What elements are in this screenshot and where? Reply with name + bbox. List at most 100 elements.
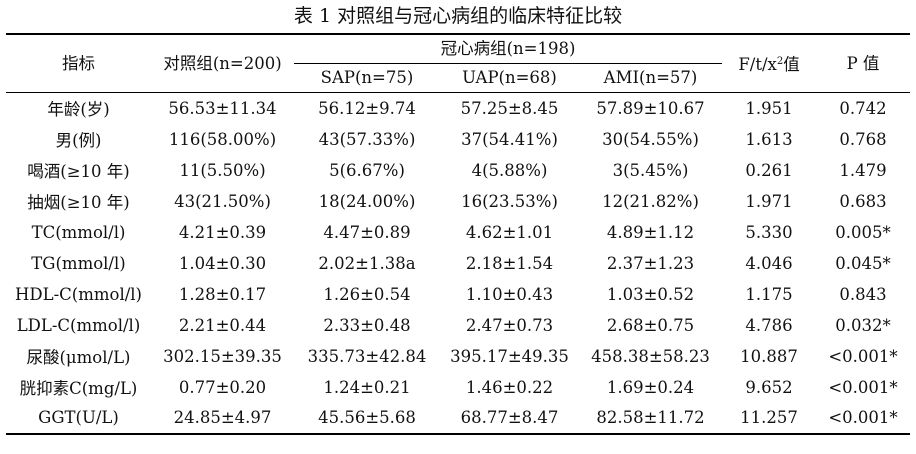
cell-control: 11(5.50%)	[179, 160, 266, 180]
cell-uap: 4(5.88%)	[471, 160, 548, 180]
cell-p: 0.032*	[835, 315, 891, 335]
cell-p: <0.001*	[828, 377, 898, 397]
cell-sap: 45.56±5.68	[294, 402, 440, 435]
row-label: LDL-C(mmol/l)	[16, 315, 141, 335]
cell-control: 2.21±0.44	[178, 315, 267, 335]
cell-control: 1.28±0.17	[178, 284, 267, 304]
cell-stat: 1.613	[745, 129, 793, 149]
cell-stat: 9.652	[745, 377, 793, 397]
cell-sap: 2.33±0.48	[323, 315, 411, 335]
header-sap: SAP(n=75)	[294, 63, 440, 93]
cell-stat: 1.175	[745, 284, 793, 304]
cell-ami: 57.89±10.67	[596, 98, 705, 118]
cell-sap: 18(24.00%)	[318, 191, 416, 211]
cell-ami: 1.69±0.24	[606, 377, 695, 397]
table-row: 胱抑素C(mg/L) 0.77±0.20 1.24±0.21 1.46±0.22 1.6…	[6, 372, 910, 403]
row-label: GGT(U/L)	[6, 402, 151, 435]
table-row: GGT(U/L) 24.85±4.97 45.56±5.68 68.77±8.47 82…	[6, 402, 911, 435]
table-row: 抽烟(≥10 年) 43(21.50%) 18(24.00%) 16(23.53%) 1…	[6, 186, 910, 217]
row-label: 男(例)	[55, 131, 102, 150]
cell-sap: 4.47±0.89	[323, 222, 411, 242]
cell-ami: 1.03±0.52	[606, 284, 695, 304]
header-statistic-superscript: 2	[776, 56, 784, 67]
cell-sap: 335.73±42.84	[307, 346, 427, 366]
cell-control: 24.85±4.97	[151, 402, 294, 435]
header-indicator: 指标	[6, 34, 151, 93]
cell-p: 0.683	[839, 191, 887, 211]
cell-control: 116(58.00%)	[168, 129, 277, 149]
cell-control: 43(21.50%)	[174, 191, 271, 211]
cell-ami: 3(5.45%)	[612, 160, 689, 180]
cell-stat: 0.261	[745, 160, 793, 180]
cell-control: 56.53±11.34	[168, 98, 277, 118]
cell-ami: 12(21.82%)	[602, 191, 699, 211]
row-label: 抽烟(≥10 年)	[27, 193, 130, 212]
cell-sap: 43(57.33%)	[318, 129, 416, 149]
table-row: 尿酸(μmol/L) 302.15±39.35 335.73±42.84 395.17…	[6, 341, 910, 372]
header-chd-group: 冠心病组(n=198)	[294, 34, 723, 64]
header-statistic-suffix: 值	[783, 55, 800, 74]
cell-uap: 4.62±1.01	[465, 222, 554, 242]
header-control-group: 对照组(n=200)	[151, 34, 294, 93]
row-label: 尿酸(μmol/L)	[26, 348, 131, 367]
table-body: 年龄(岁) 56.53±11.34 56.12±9.74 57.25±8.45 57.8…	[6, 93, 911, 435]
cell-p: 0.768	[839, 129, 887, 149]
table-row: 喝酒(≥10 年) 11(5.50%) 5(6.67%) 4(5.88%) 3(5.45…	[6, 155, 910, 186]
row-label: HDL-C(mmol/l)	[15, 284, 142, 304]
cell-stat: 10.887	[740, 346, 798, 366]
cell-control: 4.21±0.39	[178, 222, 267, 242]
cell-ami: 2.37±1.23	[606, 253, 695, 273]
cell-p: 1.479	[839, 160, 887, 180]
header-ami: AMI(n=57)	[579, 63, 723, 93]
cell-p: 0.045*	[835, 253, 891, 273]
header-statistic: F/t/x2值	[722, 34, 817, 93]
cell-p: <0.001*	[816, 402, 911, 435]
cell-p: 0.742	[839, 98, 887, 118]
cell-uap: 2.18±1.54	[465, 253, 554, 273]
cell-ami: 2.68±0.75	[606, 315, 695, 335]
row-label: 喝酒(≥10 年)	[27, 162, 130, 181]
cell-stat: 1.971	[745, 191, 793, 211]
cell-p: 0.843	[839, 284, 887, 304]
cell-p: <0.001*	[828, 346, 898, 366]
row-label: TC(mmol/l)	[31, 222, 126, 242]
cell-control: 0.77±0.20	[178, 377, 267, 397]
cell-uap: 1.46±0.22	[465, 377, 554, 397]
row-label: TG(mmol/l)	[31, 253, 126, 273]
header-p-value: P 值	[816, 34, 911, 93]
cell-stat: 11.257	[722, 402, 817, 435]
table-row: 男(例) 116(58.00%) 43(57.33%) 37(54.41%) 30(54…	[6, 124, 910, 155]
cell-control: 302.15±39.35	[163, 346, 282, 366]
header-statistic-prefix: F/t/x	[738, 55, 777, 74]
header-uap: UAP(n=68)	[440, 63, 579, 93]
table-row: LDL-C(mmol/l) 2.21±0.44 2.33±0.48 2.47±0.73…	[6, 310, 910, 341]
cell-uap: 2.47±0.73	[465, 315, 554, 335]
cell-control: 1.04±0.30	[178, 253, 267, 273]
cell-ami: 82.58±11.72	[579, 402, 723, 435]
cell-ami: 30(54.55%)	[602, 129, 699, 149]
cell-p: 0.005*	[835, 222, 891, 242]
table-row: TC(mmol/l) 4.21±0.39 4.47±0.89 4.62±1.01 4.8…	[6, 217, 910, 248]
cell-stat: 1.951	[745, 98, 793, 118]
cell-sap: 1.24±0.21	[323, 377, 411, 397]
table-row: TG(mmol/l) 1.04±0.30 2.02±1.38a 2.18±1.54 2.…	[6, 248, 910, 279]
cell-stat: 4.786	[745, 315, 793, 335]
row-label: 年龄(岁)	[47, 100, 110, 120]
cell-uap: 37(54.41%)	[461, 129, 558, 149]
table-row: 年龄(岁) 56.53±11.34 56.12±9.74 57.25±8.45 57.8…	[6, 93, 910, 124]
cell-uap: 16(23.53%)	[461, 191, 558, 211]
cell-stat: 5.330	[745, 222, 793, 242]
cell-ami: 458.38±58.23	[591, 346, 710, 366]
cell-ami: 4.89±1.12	[606, 222, 695, 242]
cell-uap: 57.25±8.45	[460, 98, 559, 118]
cell-uap: 1.10±0.43	[465, 284, 554, 304]
row-label: 胱抑素C(mg/L)	[19, 379, 138, 398]
table-caption: 表 1 对照组与冠心病组的临床特征比较	[293, 5, 623, 27]
cell-sap: 56.12±9.74	[318, 98, 416, 118]
cell-sap: 1.26±0.54	[323, 284, 411, 304]
cell-sap: 2.02±1.38a	[318, 253, 416, 273]
table-row: HDL-C(mmol/l) 1.28±0.17 1.26±0.54 1.10±0.43…	[6, 279, 910, 310]
cell-uap: 395.17±49.35	[450, 346, 569, 366]
cell-uap: 68.77±8.47	[440, 402, 579, 435]
clinical-characteristics-table: 指标 对照组(n=200) 冠心病组(n=198) F/t/x2值 P 值 SA…	[6, 33, 911, 435]
